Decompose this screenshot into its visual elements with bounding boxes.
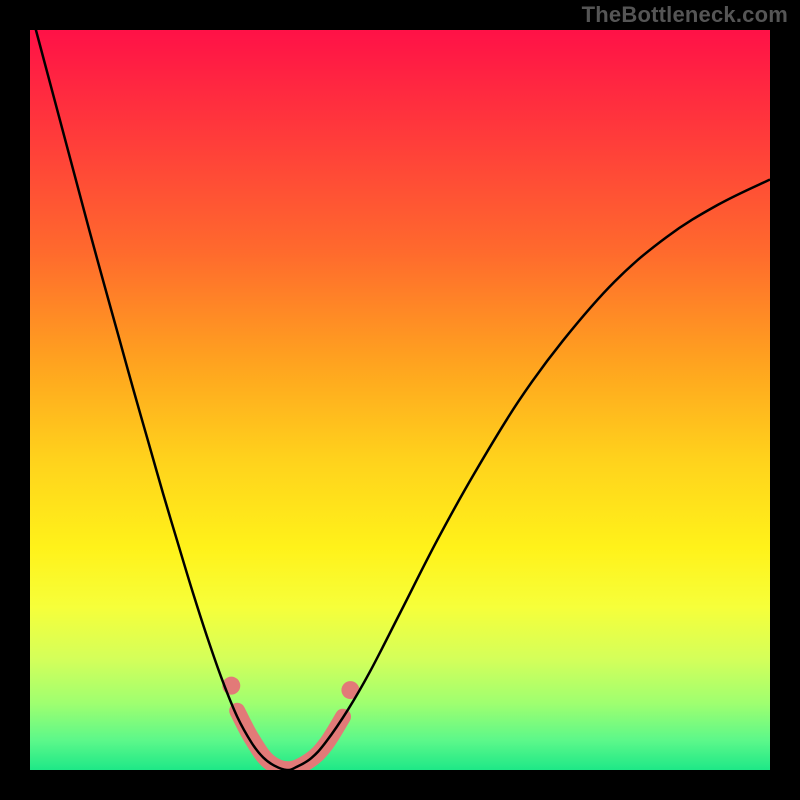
bottleneck-chart: [0, 0, 800, 800]
gradient-background: [30, 30, 770, 770]
watermark-text: TheBottleneck.com: [582, 2, 788, 28]
